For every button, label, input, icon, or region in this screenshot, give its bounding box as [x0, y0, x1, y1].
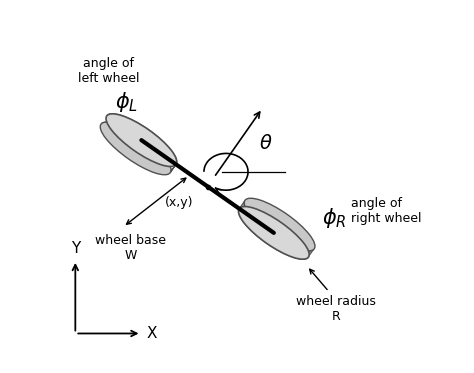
Text: X: X [147, 326, 157, 341]
Text: $\phi_L$: $\phi_L$ [115, 90, 138, 115]
Ellipse shape [100, 122, 171, 175]
Text: wheel base
W: wheel base W [95, 234, 166, 262]
Text: (x,y): (x,y) [164, 196, 193, 209]
Ellipse shape [244, 198, 315, 251]
Ellipse shape [238, 207, 309, 259]
Text: $\theta$: $\theta$ [259, 134, 273, 153]
Polygon shape [238, 201, 313, 259]
Text: $\phi_R$: $\phi_R$ [321, 206, 346, 230]
Text: angle of
left wheel: angle of left wheel [78, 57, 139, 85]
Text: Y: Y [71, 241, 80, 256]
Polygon shape [101, 114, 177, 173]
Text: wheel radius
R: wheel radius R [296, 295, 376, 323]
Text: angle of
right wheel: angle of right wheel [351, 197, 421, 225]
Ellipse shape [106, 114, 177, 166]
